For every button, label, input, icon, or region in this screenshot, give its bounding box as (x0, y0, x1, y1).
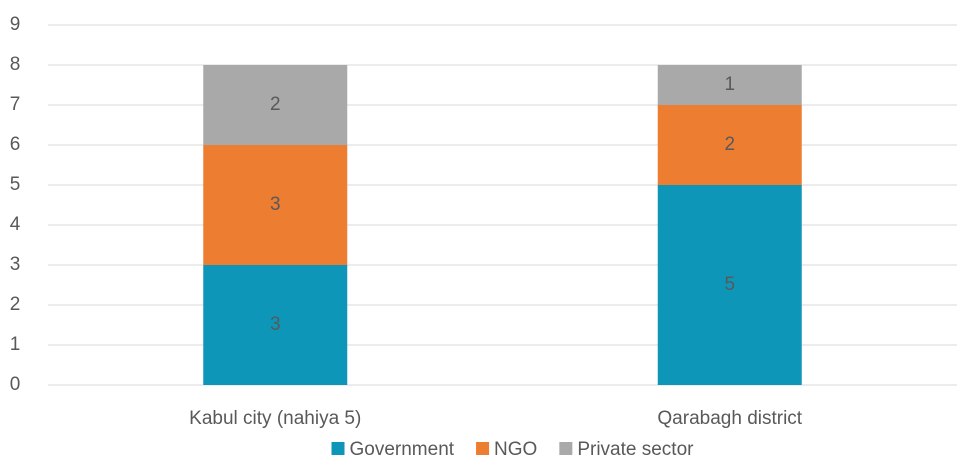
bar-segment (657, 65, 802, 105)
y-tick-label: 5 (10, 174, 21, 195)
legend-label: NGO (494, 439, 537, 459)
y-tick-label: 8 (10, 54, 21, 75)
y-tick-label: 3 (10, 254, 21, 275)
legend-label: Government (350, 439, 455, 459)
data-label: 5 (724, 274, 735, 295)
bar-segment (657, 185, 802, 385)
bar-segment (203, 265, 348, 385)
y-tick-label: 0 (10, 374, 21, 395)
bar-segment (203, 65, 348, 145)
x-tick-label: Qarabagh district (657, 408, 802, 429)
x-tick-label: Kabul city (nahiya 5) (189, 408, 361, 429)
data-label: 2 (270, 94, 281, 115)
data-label: 3 (270, 194, 281, 215)
legend-swatch (476, 442, 490, 455)
y-tick-label: 6 (10, 134, 21, 155)
data-label: 2 (724, 134, 735, 155)
y-tick-label: 7 (10, 94, 21, 115)
data-label: 3 (270, 314, 281, 335)
bar-segment (203, 145, 348, 265)
y-tick-label: 9 (10, 14, 21, 35)
data-label: 1 (724, 74, 735, 95)
legend-label: Private sector (577, 439, 694, 459)
y-tick-label: 2 (10, 294, 21, 315)
y-tick-label: 4 (10, 214, 21, 235)
y-tick-label: 1 (10, 334, 21, 355)
bar-segment (657, 105, 802, 185)
legend-swatch (559, 442, 573, 455)
legend-swatch (331, 442, 345, 455)
